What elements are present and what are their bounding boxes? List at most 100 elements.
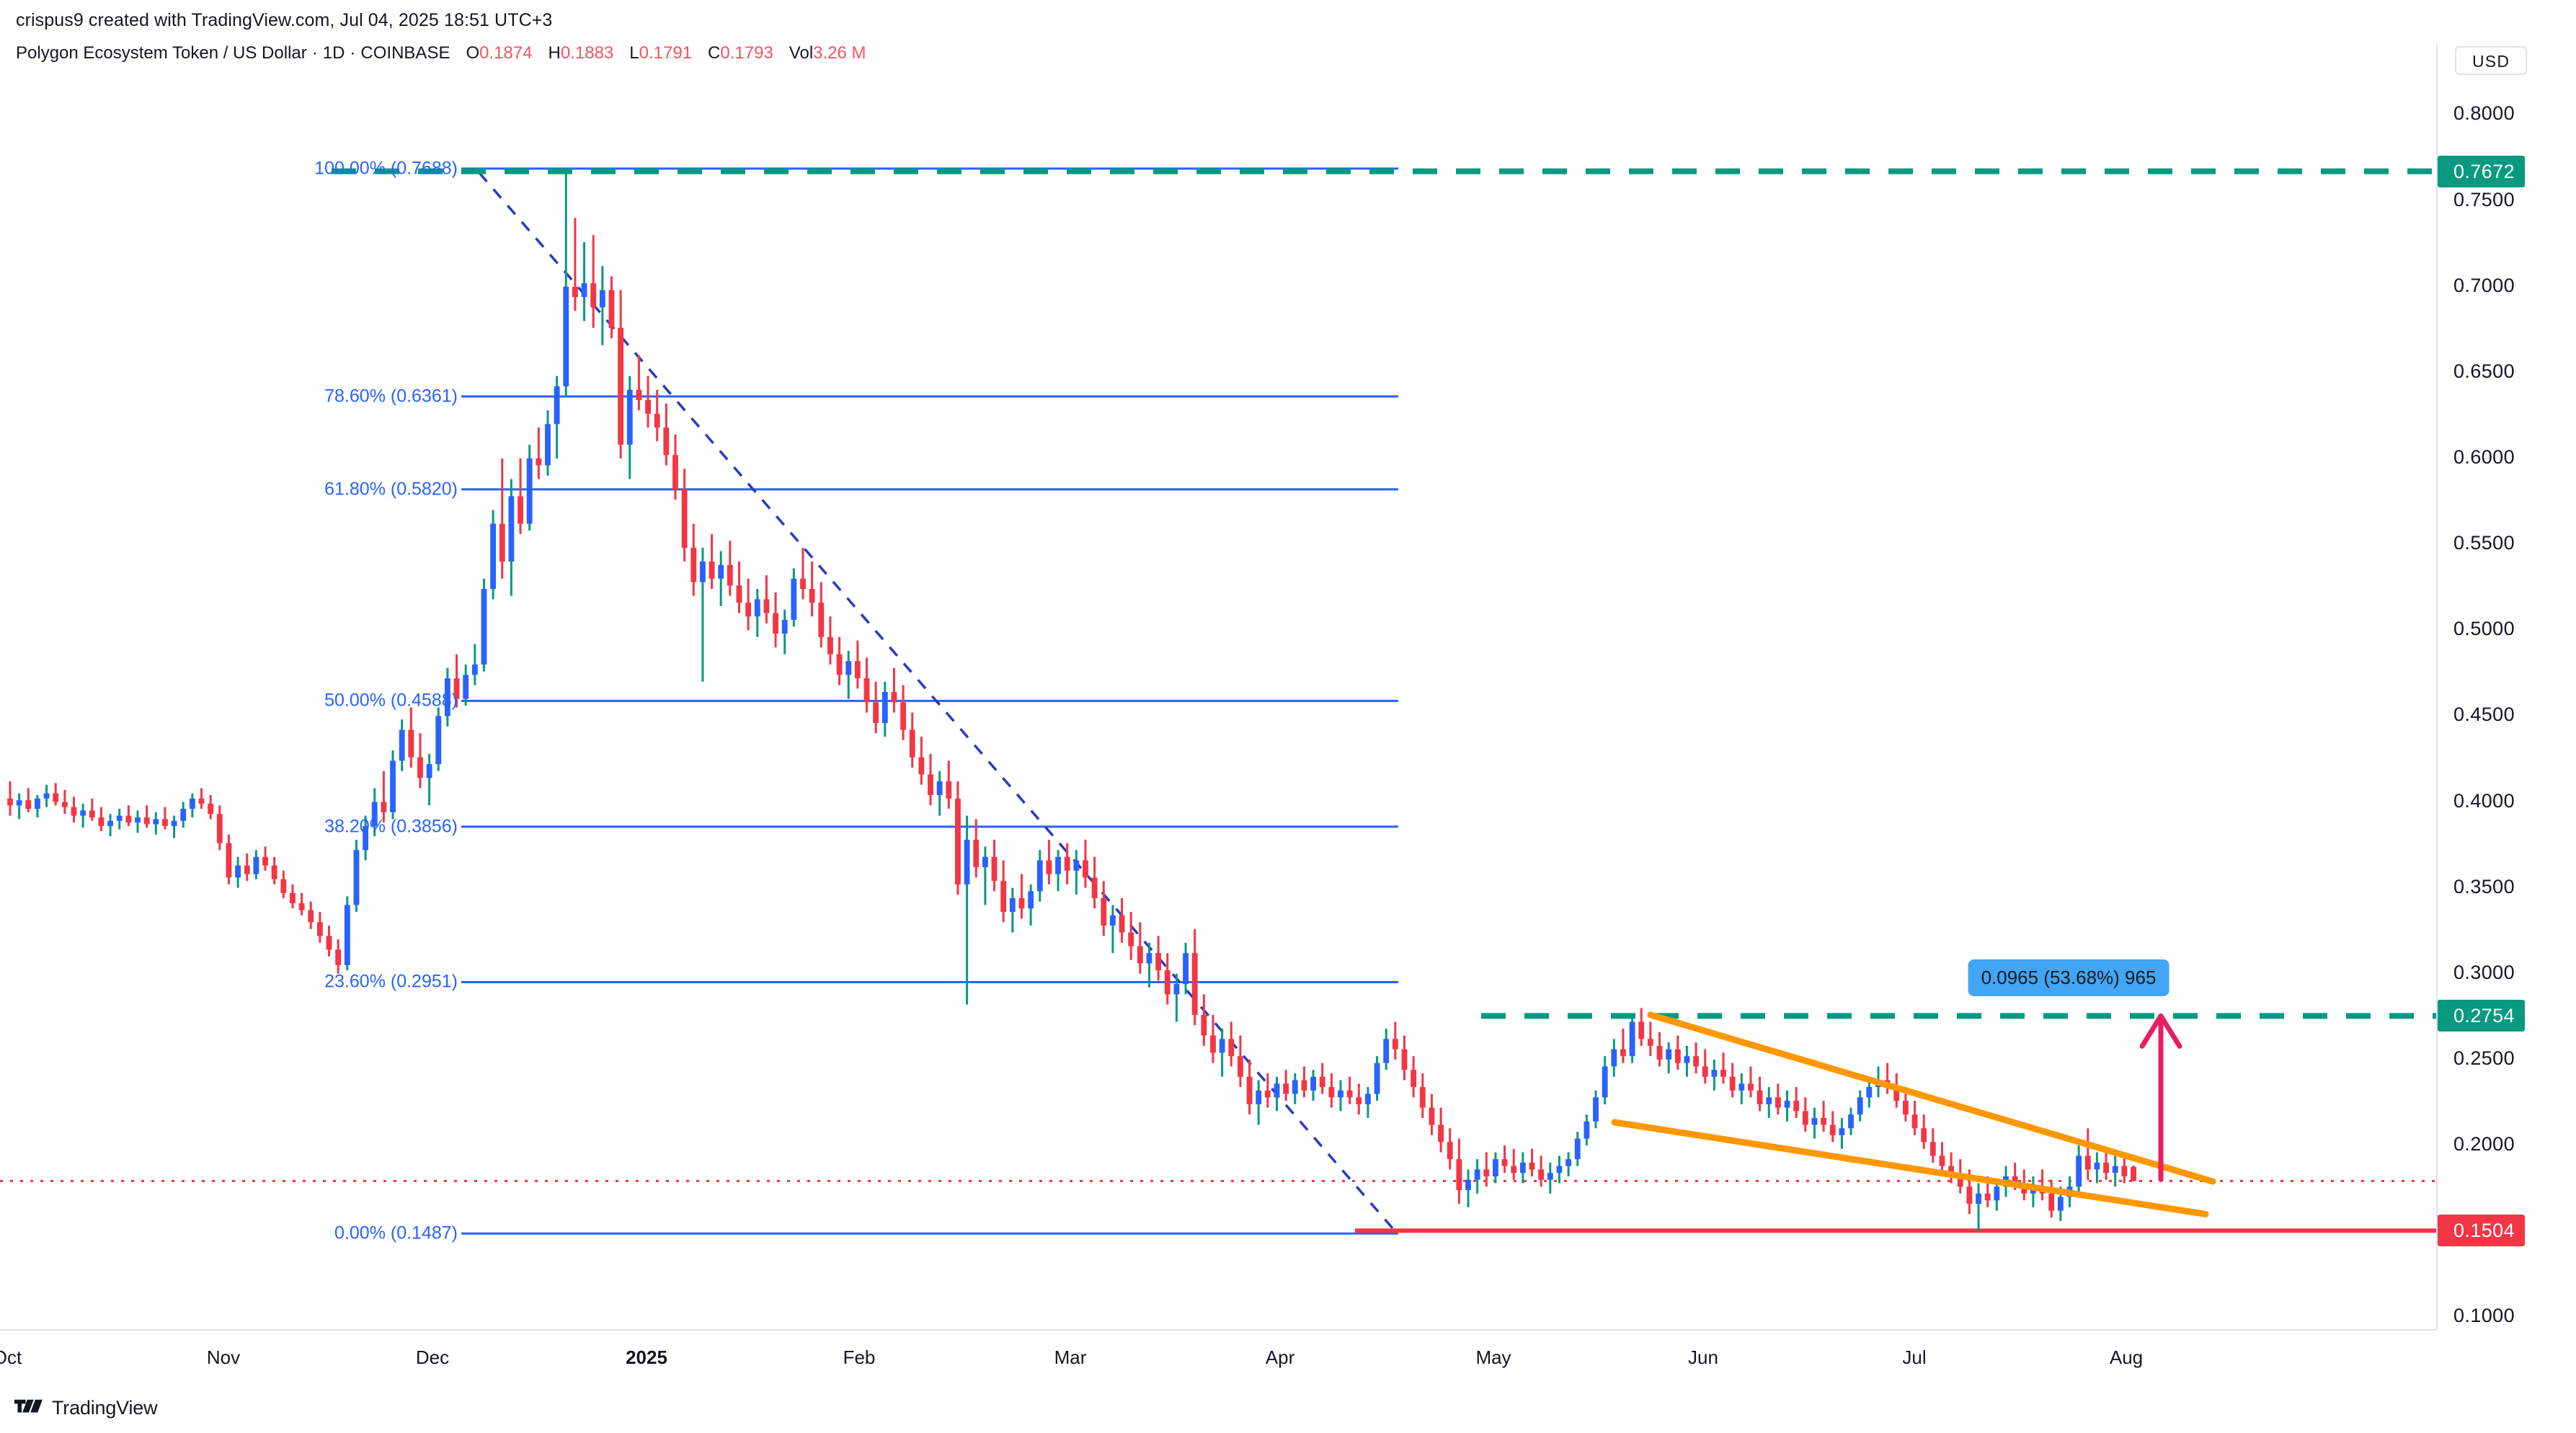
candle bbox=[1356, 1083, 1362, 1115]
candle bbox=[1857, 1090, 1863, 1122]
candle bbox=[1656, 1032, 1663, 1067]
time-tick-2025: 2025 bbox=[626, 1347, 667, 1368]
candle bbox=[171, 815, 177, 838]
candle bbox=[1720, 1052, 1726, 1084]
time-tick-jun: Jun bbox=[1688, 1347, 1718, 1368]
fib-label-50: 50.00% (0.4588) bbox=[324, 690, 458, 711]
candle bbox=[873, 681, 879, 734]
price-axis[interactable]: USD 0.8000 0.7500 0.7000 0.6500 0.6000 0.5500… bbox=[2436, 43, 2576, 1329]
candle bbox=[1310, 1070, 1316, 1101]
candle bbox=[1411, 1056, 1417, 1098]
candle bbox=[1237, 1035, 1243, 1088]
legend-close-value: 0.1793 bbox=[720, 43, 773, 63]
candle bbox=[481, 578, 487, 672]
candle bbox=[1083, 839, 1088, 888]
candle bbox=[1246, 1059, 1253, 1115]
candle bbox=[1738, 1073, 1745, 1104]
candle bbox=[2131, 1165, 2136, 1181]
price-tick: 0.1000 bbox=[2453, 1305, 2515, 1327]
candle bbox=[1821, 1101, 1827, 1132]
candle bbox=[1338, 1080, 1343, 1112]
candle bbox=[909, 712, 915, 768]
candle bbox=[654, 389, 660, 442]
candle bbox=[1292, 1073, 1298, 1104]
candle bbox=[1602, 1056, 1608, 1104]
candle bbox=[690, 523, 697, 596]
candle bbox=[1374, 1056, 1380, 1101]
fib-label-61.8: 61.80% (0.5820) bbox=[324, 479, 458, 500]
candlestick-series bbox=[7, 169, 2136, 1232]
fib-label-78.6: 78.60% (0.6361) bbox=[324, 386, 458, 407]
candle bbox=[1748, 1066, 1754, 1098]
candle bbox=[572, 218, 578, 311]
descending-trendline[interactable] bbox=[478, 172, 1396, 1232]
candle bbox=[1183, 942, 1189, 995]
candle bbox=[2112, 1155, 2118, 1187]
currency-chip[interactable]: USD bbox=[2455, 46, 2528, 75]
legend-exchange[interactable]: COINBASE bbox=[360, 43, 450, 63]
legend-high: H0.1883 bbox=[548, 43, 614, 63]
candle bbox=[928, 753, 933, 806]
candle bbox=[1401, 1035, 1408, 1081]
candle bbox=[791, 568, 797, 627]
candle bbox=[1729, 1062, 1736, 1098]
candle bbox=[1109, 905, 1116, 954]
high-marker-badge[interactable]: 0.7672 bbox=[2438, 155, 2525, 187]
candle bbox=[490, 510, 497, 600]
candle bbox=[745, 578, 752, 631]
candle bbox=[71, 797, 77, 823]
candle bbox=[1264, 1073, 1271, 1108]
chart-plot-area[interactable]: 100.00% (0.7688) 78.60% (0.6361) 61.80% (0… bbox=[0, 63, 2436, 1329]
candle bbox=[1064, 843, 1070, 884]
candle bbox=[208, 795, 214, 820]
price-tick: 0.7500 bbox=[2453, 188, 2515, 210]
candle bbox=[618, 290, 624, 459]
candle bbox=[1128, 912, 1134, 960]
chart-canvas bbox=[0, 167, 2436, 1235]
candle bbox=[1848, 1107, 1854, 1135]
candle bbox=[1811, 1107, 1818, 1139]
candle bbox=[918, 736, 925, 785]
legend-volume-key: Vol bbox=[789, 43, 814, 63]
candle bbox=[955, 781, 961, 895]
candle bbox=[1274, 1076, 1280, 1112]
candle bbox=[1228, 1021, 1235, 1067]
legend-high-key: H bbox=[548, 43, 561, 63]
candle bbox=[1046, 839, 1052, 884]
time-axis[interactable]: Oct Nov Dec 2025 Feb Mar Apr May Jun Jul Aug bbox=[0, 1329, 2436, 1387]
resistance-marker-badge[interactable]: 0.2754 bbox=[2438, 1000, 2525, 1032]
candle bbox=[371, 788, 378, 837]
candle bbox=[135, 810, 141, 833]
candle bbox=[435, 707, 442, 771]
legend-high-value: 0.1883 bbox=[560, 43, 614, 63]
candle bbox=[1802, 1097, 1808, 1132]
candle bbox=[1155, 936, 1162, 981]
price-tick: 0.5000 bbox=[2453, 618, 2515, 640]
candle bbox=[180, 802, 187, 828]
candle bbox=[526, 444, 533, 531]
candle bbox=[663, 403, 670, 466]
wedge-lower-trendline[interactable] bbox=[1611, 1119, 2209, 1217]
candle bbox=[1921, 1114, 1927, 1149]
chart-legend[interactable]: Polygon Ecosystem Token / US Dollar · 1D… bbox=[16, 43, 882, 63]
last-price-badge[interactable]: 0.1504 bbox=[2438, 1215, 2525, 1247]
measure-tooltip[interactable]: 0.0965 (53.68%) 965 bbox=[1968, 959, 2169, 997]
candle bbox=[1666, 1042, 1672, 1073]
legend-open-key: O bbox=[466, 43, 480, 63]
candle bbox=[854, 640, 861, 689]
candle bbox=[399, 719, 405, 771]
candle bbox=[818, 582, 825, 648]
candle bbox=[1438, 1107, 1444, 1153]
legend-low: L0.1791 bbox=[629, 43, 692, 63]
candle bbox=[781, 609, 788, 655]
legend-interval[interactable]: 1D bbox=[322, 43, 345, 63]
wedge-upper-trendline[interactable] bbox=[1647, 1011, 2216, 1185]
legend-symbol[interactable]: Polygon Ecosystem Token / US Dollar bbox=[16, 43, 307, 63]
candle bbox=[1392, 1021, 1398, 1060]
candle bbox=[35, 795, 40, 817]
candle bbox=[863, 657, 870, 713]
candle bbox=[581, 241, 587, 321]
candle bbox=[763, 575, 770, 624]
candle bbox=[727, 541, 733, 596]
